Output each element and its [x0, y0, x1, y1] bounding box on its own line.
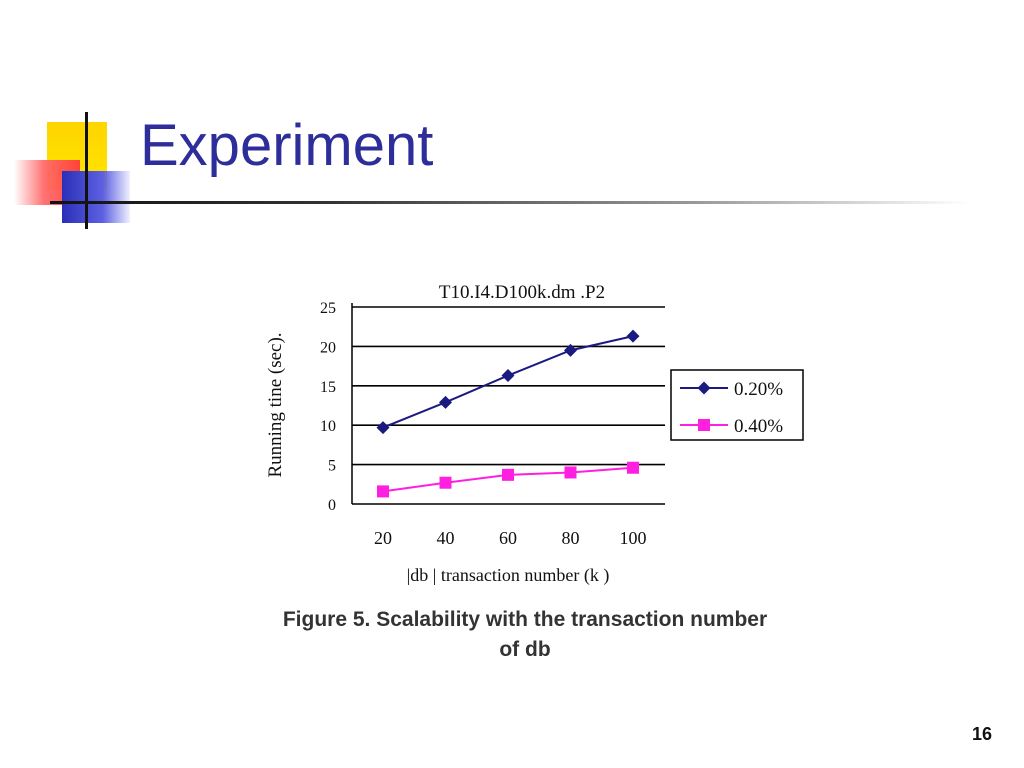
y-tick-label: 5 [328, 458, 336, 475]
title-underline [50, 201, 970, 204]
data-point-square [564, 466, 577, 479]
data-point-square [439, 476, 452, 489]
y-axis-label: Running tine (sec). [265, 332, 286, 477]
data-point-diamond [376, 421, 390, 435]
data-point-diamond [564, 343, 577, 357]
legend-box [670, 369, 804, 441]
y-tick-label: 25 [320, 300, 336, 317]
figure-caption-line1: Figure 5. Scalability with the transacti… [282, 608, 768, 631]
x-tick-label: 60 [499, 528, 517, 548]
x-tick-label: 40 [437, 528, 455, 548]
chart-title: T10.I4.D100k.dm .P2 [439, 282, 605, 303]
x-tick-label: 100 [620, 528, 647, 548]
legend-label: 0.40% [734, 416, 783, 437]
decor-vertical-line [85, 112, 88, 229]
legend-marker-square [698, 419, 710, 431]
y-tick-label: 0 [328, 497, 336, 514]
x-tick-label: 80 [562, 528, 580, 548]
data-point-diamond [626, 329, 640, 343]
x-tick-label: 20 [374, 528, 392, 548]
x-axis-label: |db | transaction number (k ) [407, 565, 610, 586]
legend-label: 0.20% [734, 379, 783, 400]
y-tick-label: 15 [320, 379, 336, 396]
figure-caption-line2: of db [499, 638, 551, 661]
decor-blue-square [62, 171, 130, 223]
legend-marker-diamond [697, 381, 711, 395]
page-number: 16 [971, 724, 992, 744]
data-point-square [377, 485, 389, 498]
data-point-diamond [501, 369, 515, 383]
data-point-square [627, 461, 639, 474]
y-tick-label: 20 [320, 339, 336, 356]
slide-title: Experiment [140, 113, 434, 178]
data-point-square [502, 468, 514, 481]
data-point-diamond [439, 395, 452, 409]
y-tick-label: 10 [320, 418, 336, 435]
figure-caption: Figure 5. Scalability with the transacti… [220, 605, 830, 665]
